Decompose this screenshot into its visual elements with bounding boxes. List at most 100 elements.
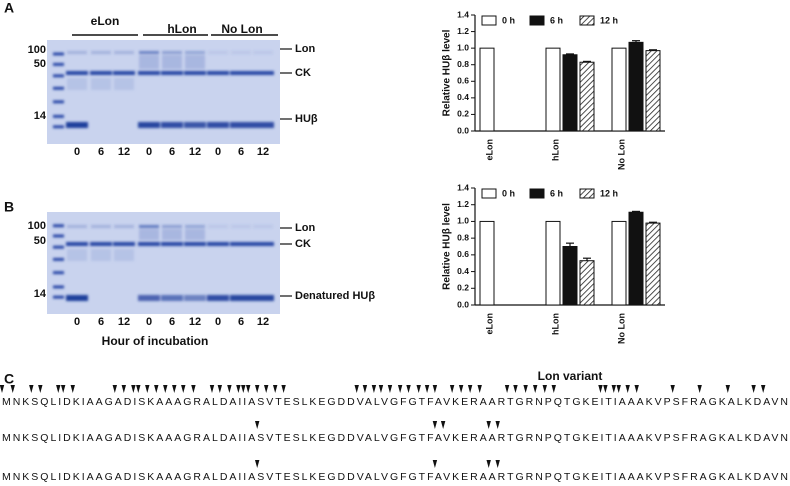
band — [208, 51, 228, 54]
x-axis-label: Hour of incubation — [102, 334, 209, 348]
lane-label: 12 — [118, 316, 130, 328]
bar — [545, 220, 561, 306]
y-tick-label: 1.0 — [457, 216, 469, 226]
cleavage-arrow — [634, 385, 639, 393]
band — [138, 71, 160, 75]
smear — [91, 78, 111, 90]
band — [161, 71, 183, 75]
band-label: CK — [295, 238, 311, 250]
marker-label: 14 — [34, 110, 47, 122]
error-bar — [649, 221, 657, 224]
legend-label: 0 h — [502, 188, 515, 198]
cleavage-arrow — [397, 385, 403, 393]
band-label: Lon — [295, 43, 315, 55]
cleavage-arrow — [121, 385, 127, 393]
group-label: eLon — [91, 14, 120, 28]
marker-band — [53, 125, 64, 129]
error-bar — [632, 210, 640, 213]
legend-label: 12 h — [600, 188, 618, 198]
marker-band — [53, 234, 64, 238]
band — [139, 225, 159, 228]
y-tick-label: 0.8 — [457, 59, 469, 69]
band — [161, 295, 183, 301]
bar — [628, 211, 644, 306]
error-bar — [566, 242, 574, 247]
band-label: CK — [295, 67, 311, 79]
marker-band — [53, 114, 64, 118]
cleavage-arrow — [254, 421, 260, 429]
bar — [562, 246, 578, 306]
lane-label: 12 — [189, 316, 201, 328]
bar — [611, 220, 627, 306]
gel-bands — [53, 224, 274, 301]
marker-label: 14 — [34, 288, 47, 300]
marker-band — [53, 52, 64, 56]
band — [230, 71, 252, 75]
lane-label: 12 — [257, 146, 269, 158]
band — [91, 51, 111, 54]
sequence-row: MNKSQLIDKIAAGADISKAAAGRALDAIIASVTESLKEGD… — [2, 471, 788, 483]
cleavage-arrow — [533, 385, 538, 393]
cleavage-arrow — [458, 385, 464, 393]
smear — [114, 249, 134, 261]
band — [208, 225, 228, 228]
bar — [545, 47, 561, 132]
cleavage-arrow — [486, 460, 491, 468]
y-tick-label: 1.2 — [457, 26, 469, 36]
cleavage-arrow — [625, 385, 630, 393]
band — [66, 242, 88, 246]
cleavage-arrow — [603, 385, 608, 393]
marker-band — [53, 62, 64, 66]
band — [252, 242, 274, 246]
band — [207, 295, 229, 301]
band — [113, 71, 135, 75]
smear — [162, 55, 182, 69]
band — [207, 122, 229, 128]
lane-label: 12 — [118, 146, 130, 158]
y-tick-label: 1.4 — [457, 9, 469, 19]
bar — [645, 222, 661, 306]
band — [138, 242, 160, 246]
y-tick-label: 0.6 — [457, 249, 469, 259]
cleavage-arrow — [172, 385, 177, 393]
marker-band — [53, 295, 64, 299]
band — [113, 242, 135, 246]
smear — [162, 229, 182, 240]
band — [207, 242, 229, 246]
error-bar — [566, 53, 574, 55]
cleavage-arrow — [760, 385, 766, 393]
cleavage-arrow — [611, 385, 616, 393]
legend-swatch — [579, 15, 595, 26]
group-label: No Lon — [221, 22, 262, 36]
cleavage-arrow — [112, 385, 118, 393]
error-bar — [583, 60, 591, 63]
lane-label: 6 — [98, 146, 104, 158]
cleavage-arrow — [416, 385, 421, 393]
marker-label: 100 — [28, 220, 46, 232]
cleavage-arrow — [598, 385, 603, 393]
lane-label: 0 — [215, 146, 221, 158]
cleavage-arrow — [241, 385, 246, 393]
cleavage-arrow — [504, 385, 510, 393]
band — [66, 122, 88, 128]
y-tick-label: 0.2 — [457, 283, 469, 293]
marker-label: 50 — [34, 235, 46, 247]
marker-label: 100 — [28, 44, 46, 56]
cleavage-arrow — [236, 385, 241, 393]
cleavage-arrow — [378, 385, 384, 393]
smear — [185, 229, 205, 240]
y-axis-label: Relative HUβ level — [442, 29, 453, 116]
cleavage-arrow — [751, 385, 756, 393]
cleavage-arrow — [0, 385, 5, 393]
band — [253, 51, 273, 54]
cleavage-arrow — [432, 460, 438, 468]
smear — [91, 249, 111, 261]
gel-bands — [53, 51, 274, 129]
cleavage-arrow — [371, 385, 377, 393]
cleavage-arrow — [495, 460, 500, 468]
cleavage-arrow — [227, 385, 232, 393]
panel-label: C — [4, 371, 14, 387]
legend-swatch — [481, 188, 497, 199]
band — [162, 225, 182, 228]
band — [161, 122, 183, 128]
